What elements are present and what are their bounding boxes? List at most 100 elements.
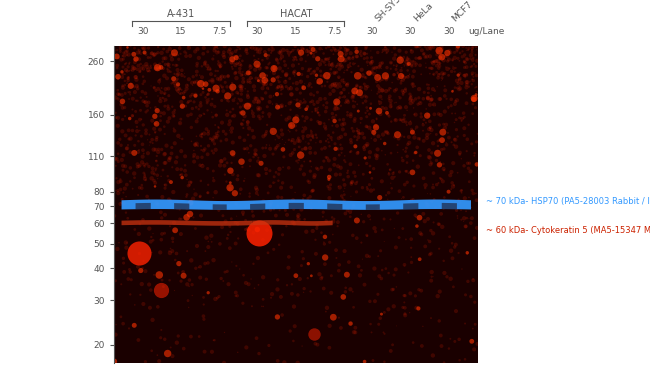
Point: [460, 65, 470, 71]
Point: [422, 216, 433, 222]
Point: [453, 43, 463, 49]
Point: [289, 68, 300, 74]
Point: [124, 127, 134, 133]
Point: [321, 105, 332, 111]
Point: [322, 155, 333, 161]
Point: [120, 163, 131, 169]
Point: [338, 117, 348, 123]
Point: [348, 55, 358, 62]
Point: [232, 89, 242, 96]
Point: [268, 63, 279, 70]
Point: [159, 73, 170, 79]
Point: [324, 71, 335, 77]
Point: [359, 146, 370, 152]
Point: [197, 131, 207, 137]
Point: [168, 76, 179, 82]
Point: [161, 97, 171, 103]
Point: [362, 51, 372, 57]
Point: [408, 105, 419, 111]
Point: [374, 73, 385, 79]
Point: [174, 262, 185, 269]
Point: [156, 209, 166, 215]
Point: [324, 239, 335, 245]
Point: [296, 206, 307, 212]
Point: [332, 69, 342, 75]
Point: [288, 80, 298, 86]
Point: [401, 104, 411, 110]
Point: [242, 119, 253, 125]
Point: [330, 146, 341, 152]
Point: [420, 44, 430, 50]
Point: [185, 93, 196, 99]
Point: [161, 160, 171, 166]
Point: [243, 132, 254, 138]
Point: [196, 212, 206, 219]
Point: [218, 128, 229, 134]
Point: [118, 167, 128, 173]
Point: [354, 90, 365, 96]
Point: [328, 44, 338, 50]
Point: [359, 50, 369, 57]
Point: [166, 179, 176, 185]
Point: [468, 95, 478, 101]
Point: [418, 211, 428, 217]
Point: [137, 45, 148, 51]
Point: [271, 169, 281, 175]
Point: [367, 68, 377, 74]
Point: [311, 165, 322, 171]
Point: [208, 44, 218, 50]
Point: [172, 62, 183, 68]
Point: [352, 53, 362, 60]
Point: [213, 45, 223, 52]
Point: [233, 235, 243, 241]
Point: [404, 140, 415, 146]
Point: [134, 163, 144, 170]
Point: [450, 84, 460, 91]
Point: [115, 176, 125, 183]
Point: [264, 114, 274, 120]
Point: [159, 160, 170, 166]
Point: [469, 61, 479, 67]
Point: [178, 269, 188, 275]
Point: [218, 52, 229, 58]
Point: [240, 86, 250, 92]
Point: [124, 61, 135, 67]
Point: [195, 79, 205, 85]
Point: [231, 263, 242, 269]
Point: [265, 146, 276, 152]
Point: [190, 265, 201, 271]
Point: [127, 67, 138, 73]
Point: [151, 120, 161, 126]
Point: [462, 160, 473, 166]
Point: [129, 175, 140, 181]
Point: [159, 110, 169, 117]
Point: [155, 76, 165, 82]
Point: [415, 256, 425, 262]
Point: [197, 63, 207, 70]
Point: [117, 98, 127, 104]
Point: [468, 190, 478, 196]
Point: [348, 94, 358, 100]
Point: [180, 168, 190, 174]
Point: [143, 150, 153, 156]
Point: [425, 191, 436, 197]
Point: [281, 72, 291, 78]
Point: [150, 113, 160, 119]
Point: [221, 137, 231, 143]
Point: [225, 109, 235, 115]
Point: [198, 313, 209, 319]
Point: [252, 187, 262, 193]
Point: [343, 47, 354, 53]
Point: [222, 268, 233, 274]
Point: [114, 91, 125, 97]
Point: [245, 45, 255, 51]
Point: [328, 60, 338, 66]
Point: [332, 255, 342, 261]
Point: [339, 153, 350, 159]
Point: [426, 65, 436, 71]
Point: [411, 305, 422, 311]
Point: [292, 138, 303, 144]
Point: [306, 132, 317, 138]
Point: [247, 303, 257, 309]
Point: [343, 47, 353, 53]
